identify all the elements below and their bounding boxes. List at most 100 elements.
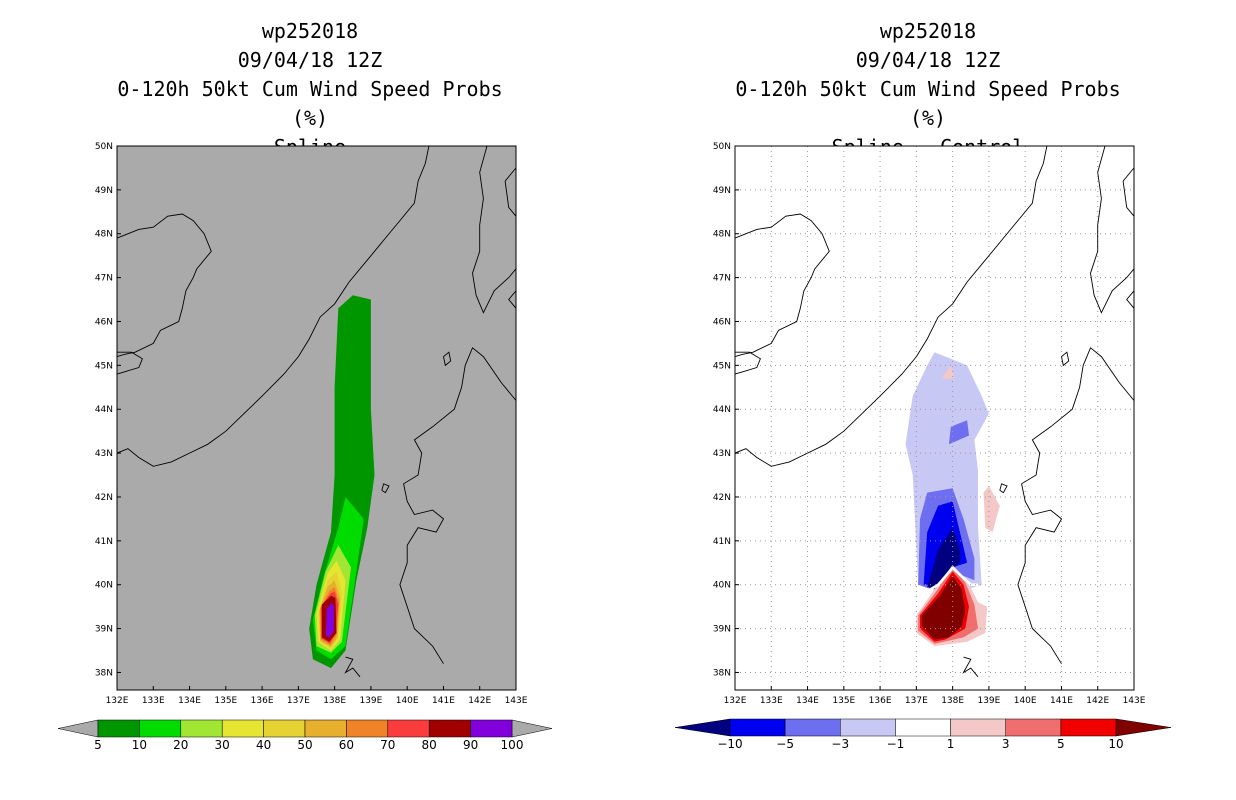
map-frame <box>116 145 517 691</box>
y-tick-label: 39N <box>713 625 731 635</box>
coastline <box>1090 145 1135 314</box>
y-tick-label: 46N <box>95 317 113 327</box>
coastline <box>1126 290 1135 309</box>
x-tick-label: 135E <box>214 696 237 706</box>
contour-band <box>949 420 969 445</box>
x-tick-label: 143E <box>1123 696 1146 706</box>
y-tick-label: 49N <box>713 186 731 196</box>
coastline <box>381 483 390 494</box>
colorbar-swatch <box>97 719 140 738</box>
colorbar-swatch <box>304 719 347 738</box>
colorbar-swatch <box>346 719 389 738</box>
y-tick-label: 48N <box>95 230 113 240</box>
colorbar-label: 10 <box>132 738 147 752</box>
y-tick-label: 44N <box>713 405 731 415</box>
colorbar-label: 90 <box>463 738 478 752</box>
map-panel-right: 132E 133E 134E 135E 136E 137E 138E 139E 140E 141E… <box>713 142 1146 706</box>
x-tick-label: 136E <box>251 696 274 706</box>
y-tick-label: 41N <box>95 537 113 547</box>
right-init-time: 09/04/18 12Z <box>855 48 1001 72</box>
y-tick-label: 43N <box>95 449 113 459</box>
y-tick-label: 50N <box>95 142 113 152</box>
coastline <box>962 656 979 678</box>
coastline <box>734 145 1048 467</box>
colorbar-left: 5 10 20 30 40 50 60 70 80 90 100 <box>57 719 553 752</box>
colorbar-arrow-low <box>57 719 99 738</box>
colorbar-swatch <box>895 718 951 737</box>
colorbar-label: −3 <box>831 737 849 751</box>
colorbar-label: 60 <box>339 738 354 752</box>
x-tick-label: 137E <box>905 696 928 706</box>
y-tick-label: 42N <box>95 493 113 503</box>
colorbar-swatch <box>1005 718 1062 737</box>
map-panel-left: 132E 133E 134E 135E 136E 137E 138E 139E 140E 141E… <box>95 142 528 706</box>
right-product-title: 0-120h 50kt Cum Wind Speed Probs (%) <box>735 77 1121 130</box>
coastline <box>116 213 212 358</box>
coastline <box>1122 167 1135 217</box>
contour-band <box>941 365 955 379</box>
contour-band <box>921 575 966 640</box>
y-tick-label: 39N <box>95 625 113 635</box>
coastline <box>116 351 143 375</box>
colorbar-label: 5 <box>1057 737 1065 751</box>
coastline <box>1017 347 1135 664</box>
x-tick-label: 132E <box>724 696 747 706</box>
y-tick-label: 40N <box>95 581 113 591</box>
colorbar-label: 100 <box>501 738 524 752</box>
colorbar-swatch <box>1060 718 1117 737</box>
colorbar-arrow-low <box>674 718 731 737</box>
map-frame <box>734 145 1135 691</box>
coastline <box>734 213 830 358</box>
y-tick-label: 47N <box>713 274 731 284</box>
x-tick-label: 141E <box>1050 696 1073 706</box>
x-tick-label: 132E <box>106 696 129 706</box>
colorbar-right: −10 −5 −3 −1 1 3 5 10 <box>674 718 1172 751</box>
x-tick-label: 138E <box>941 696 964 706</box>
colorbar-swatch <box>180 719 223 738</box>
x-tick-label: 137E <box>287 696 310 706</box>
coastline <box>504 167 517 217</box>
y-tick-label: 43N <box>713 449 731 459</box>
colorbar-arrow-high <box>1115 718 1172 737</box>
coastline <box>999 483 1008 494</box>
colorbar-label: −1 <box>887 737 905 751</box>
colorbar-swatch <box>470 719 513 738</box>
y-tick-label: 47N <box>95 274 113 284</box>
colorbar-label: 1 <box>947 737 955 751</box>
x-tick-label: 135E <box>832 696 855 706</box>
colorbar-swatch <box>840 718 896 737</box>
x-tick-label: 140E <box>396 696 419 706</box>
colorbar-label: 40 <box>256 738 271 752</box>
left-product-title: 0-120h 50kt Cum Wind Speed Probs (%) <box>117 77 503 130</box>
x-tick-label: 136E <box>869 696 892 706</box>
contour-gap <box>926 566 978 593</box>
y-tick-label: 46N <box>713 317 731 327</box>
y-tick-label: 38N <box>95 668 113 678</box>
colorbar-swatch <box>950 718 1006 737</box>
colorbar-swatch <box>784 718 841 737</box>
coastline <box>399 347 517 664</box>
coastline <box>344 656 361 678</box>
right-storm-id: wp252018 <box>879 19 977 43</box>
colorbar-label: −10 <box>717 737 742 751</box>
coastline <box>443 351 452 367</box>
coastline <box>734 351 761 375</box>
x-tick-label: 142E <box>468 696 491 706</box>
colorbar-swatch <box>263 719 306 738</box>
colorbar-label: 50 <box>297 738 312 752</box>
colorbar-swatch <box>729 718 786 737</box>
colorbar-label: 10 <box>1108 737 1123 751</box>
y-tick-label: 49N <box>95 186 113 196</box>
y-tick-label: 44N <box>95 405 113 415</box>
y-tick-label: 45N <box>95 361 113 371</box>
x-tick-label: 141E <box>432 696 455 706</box>
coastline <box>472 145 517 314</box>
coastline <box>508 290 517 309</box>
colorbar-swatch <box>221 719 264 738</box>
coastline <box>116 145 430 467</box>
contour-band <box>927 527 960 590</box>
colorbar-label: 80 <box>422 738 437 752</box>
x-tick-label: 140E <box>1014 696 1037 706</box>
colorbar-label: 70 <box>380 738 395 752</box>
